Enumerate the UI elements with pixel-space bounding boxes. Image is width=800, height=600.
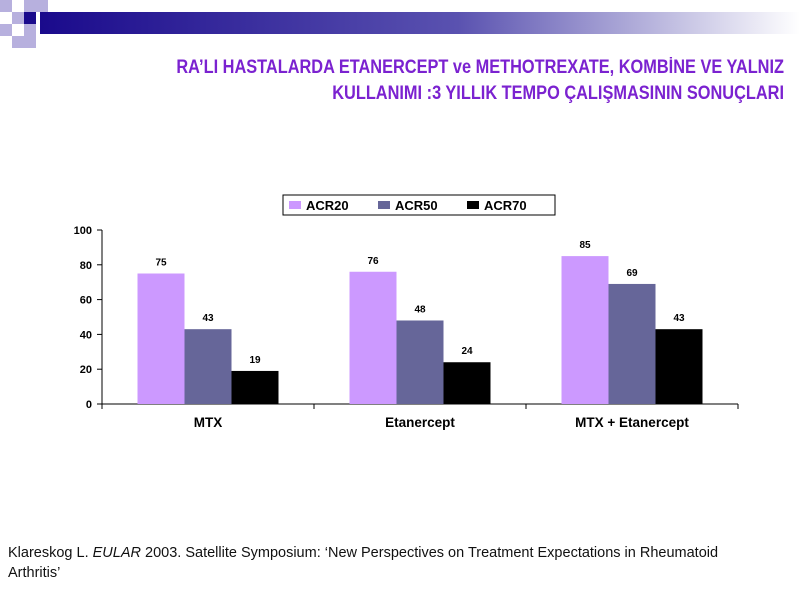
legend-box	[282, 194, 556, 216]
y-tick-label: 40	[80, 329, 92, 341]
y-tick-label: 60	[80, 295, 92, 307]
deco-square	[0, 0, 12, 12]
deco-square	[24, 0, 36, 12]
data-label: 43	[673, 313, 685, 324]
deco-square	[24, 12, 36, 24]
legend-label-acr50: ACR50	[395, 198, 438, 213]
data-label: 76	[367, 256, 379, 267]
y-tick-label: 20	[80, 364, 92, 376]
legend-label-acr20: ACR20	[306, 198, 349, 213]
slide-title-line-1: RA’LI HASTALARDA ETANERCEPT ve METHOTREX…	[176, 57, 785, 78]
citation-text: 2003. Satellite Symposium: ‘New Perspect…	[8, 545, 719, 581]
data-label: 43	[202, 313, 214, 324]
x-tick-label: MTX + Etanercept	[575, 415, 689, 430]
slide-title: RA’LI HASTALARDA ETANERCEPT ve METHOTREX…	[148, 55, 784, 107]
legend-label-acr70: ACR70	[484, 198, 527, 213]
legend-swatch-acr70	[467, 201, 479, 209]
legend-swatch-acr20	[289, 201, 301, 209]
citation: Klareskog L. EULAR 2003. Satellite Sympo…	[8, 543, 768, 583]
header-gradient-band	[40, 12, 800, 34]
x-tick-label: MTX	[194, 415, 223, 430]
data-label: 24	[461, 346, 473, 357]
deco-square	[0, 24, 12, 36]
bar-acr70	[655, 329, 703, 404]
x-tick-label: Etanercept	[385, 415, 455, 430]
y-tick-label: 100	[74, 225, 92, 237]
citation-conference: EULAR	[92, 545, 141, 561]
deco-square	[24, 24, 36, 36]
header-decoration	[0, 0, 800, 48]
slide-title-line-2: KULLANIMI :3 YILLIK TEMPO ÇALIŞMASININ S…	[332, 83, 784, 104]
bar-acr50	[396, 320, 444, 404]
bar-acr20	[137, 273, 185, 404]
data-label: 69	[626, 268, 638, 279]
deco-square	[12, 12, 24, 24]
deco-square	[24, 36, 36, 48]
data-label: 19	[249, 355, 261, 366]
bar-acr70	[443, 362, 491, 404]
legend-swatch-acr50	[378, 201, 390, 209]
bar-acr20	[349, 271, 397, 404]
data-label: 75	[155, 258, 167, 269]
bar-acr50	[184, 329, 232, 404]
bar-acr70	[231, 370, 279, 404]
data-label: 48	[414, 304, 426, 315]
deco-square	[12, 36, 24, 48]
y-tick-label: 0	[86, 399, 92, 411]
bar-acr20	[561, 256, 609, 404]
data-label: 85	[579, 240, 591, 251]
citation-author: Klareskog L.	[8, 545, 93, 561]
bar-acr50	[608, 283, 656, 404]
deco-square	[36, 0, 48, 12]
y-tick-label: 80	[80, 260, 92, 272]
